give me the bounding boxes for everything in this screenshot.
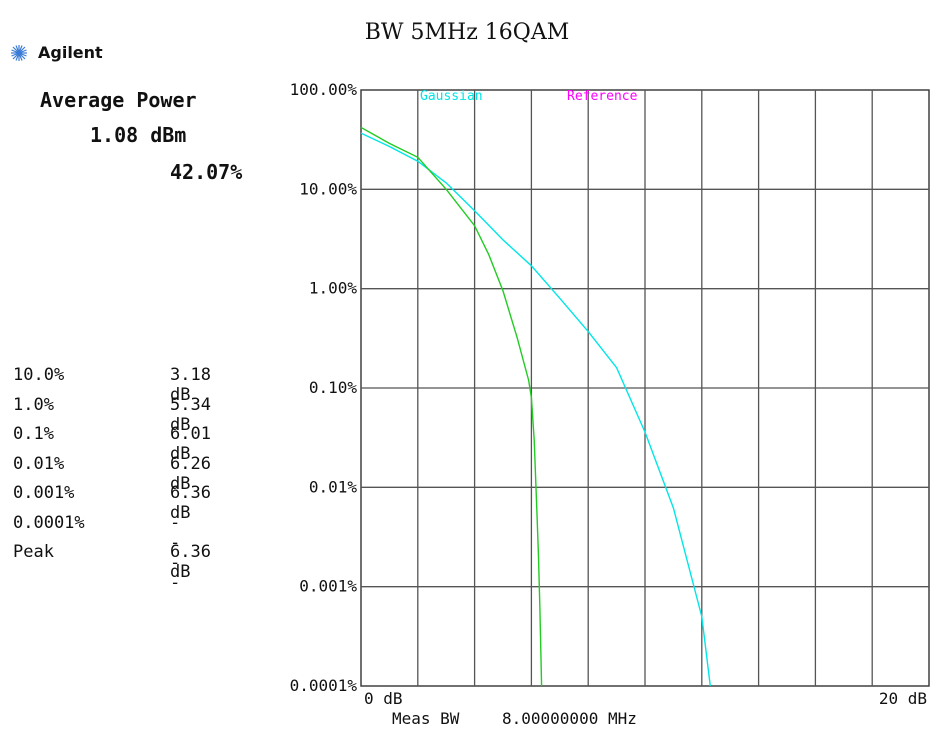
legend: Gaussian Reference — [420, 89, 638, 104]
stat-label: 0.1% — [13, 424, 54, 444]
stat-value: 6.36 dB — [170, 483, 211, 523]
stat-label: 0.0001% — [13, 512, 85, 533]
x-tick-labels: 0 dB 20 dB — [364, 689, 927, 708]
average-power-percent: 42.07% — [170, 160, 243, 184]
figure-title: BW 5MHz 16QAM — [364, 20, 570, 45]
y-tick-label: 0.10% — [309, 378, 358, 397]
series-lines — [360, 126, 711, 687]
stat-label: 0.001% — [13, 483, 75, 503]
average-power-title: Average Power — [40, 88, 197, 112]
series-line-gaussian — [360, 132, 711, 687]
stat-value: 5.34 dB — [170, 394, 211, 435]
x-tick-label: 20 dB — [879, 689, 927, 708]
series-line-measured — [360, 126, 543, 687]
legend-reference: Reference — [567, 89, 638, 104]
average-power-value: 1.08 dBm — [90, 123, 187, 147]
stat-label: 0.01% — [13, 453, 65, 474]
y-tick-labels: 100.00% 10.00% 1.00% 0.10% 0.01% 0.001% 0.0001… — [290, 80, 358, 695]
stat-value: 6.36 dB — [170, 542, 211, 582]
x-tick-label: 0 dB — [364, 689, 403, 708]
brand-name: Agilent — [38, 43, 103, 62]
y-tick-label: 0.0001% — [290, 676, 358, 695]
brand-header: Agilent — [10, 43, 103, 62]
plot-grid — [361, 90, 929, 686]
stat-value: 3.18 dB — [170, 365, 211, 405]
legend-gaussian: Gaussian — [420, 89, 483, 104]
stat-label: Peak — [13, 542, 54, 562]
stat-value: 6.26 dB — [170, 453, 211, 494]
y-tick-label: 10.00% — [299, 179, 357, 198]
stat-value: ---- — [170, 512, 181, 593]
y-tick-label: 0.001% — [299, 577, 357, 596]
meas-bw-value: 8.00000000 MHz — [502, 709, 637, 728]
stat-value: 6.01 dB — [170, 424, 211, 464]
stat-label: 1.0% — [13, 394, 54, 415]
y-tick-label: 100.00% — [290, 80, 358, 99]
y-tick-label: 0.01% — [309, 477, 358, 496]
y-tick-label: 1.00% — [309, 279, 358, 298]
stat-label: 10.0% — [13, 365, 65, 385]
meas-bw-label: Meas BW — [392, 709, 460, 728]
agilent-starburst-icon — [11, 44, 27, 61]
